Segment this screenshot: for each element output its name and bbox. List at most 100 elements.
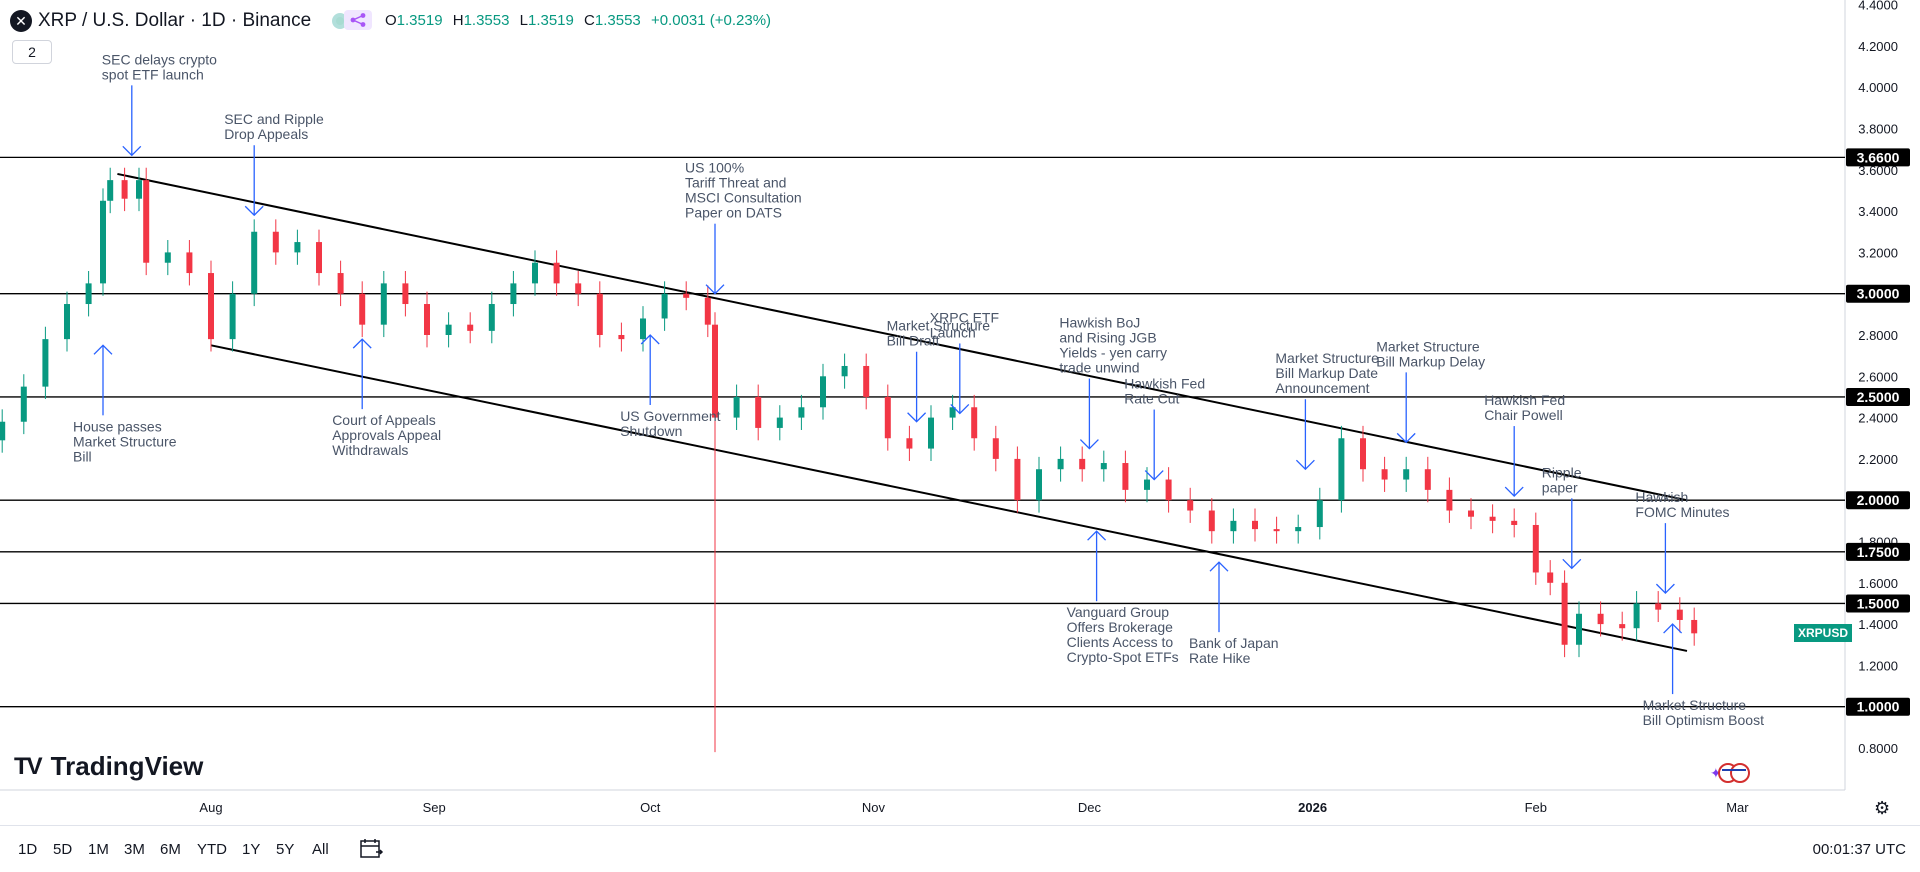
x-tick-label: Sep <box>423 800 446 815</box>
annotation-arrowhead <box>93 344 113 355</box>
candle <box>532 262 538 284</box>
economic-events-icon[interactable]: ✦ <box>1710 762 1754 784</box>
range-1m-button[interactable]: 1M <box>88 841 109 858</box>
event-annotation: Bank of Japan Rate Hike <box>1189 635 1279 666</box>
candle <box>136 180 142 199</box>
share-icon[interactable] <box>344 10 372 30</box>
candle <box>1230 520 1237 532</box>
x-tick-label: 2026 <box>1298 800 1327 815</box>
level-price-label: 1.7500 <box>1857 544 1900 560</box>
settings-gear-icon[interactable]: ⚙ <box>1874 798 1891 818</box>
event-annotation: SEC and Ripple Drop Appeals <box>224 111 324 142</box>
symbol-price-tag: XRPUSD <box>1794 624 1853 642</box>
level-price-label: 3.0000 <box>1857 286 1900 302</box>
candle <box>1187 500 1194 511</box>
level-price-label: 2.0000 <box>1857 492 1900 508</box>
y-tick-label: 1.2000 <box>1858 658 1898 673</box>
price-change: +0.0031 (+0.23%) <box>650 12 772 29</box>
range-1d-button[interactable]: 1D <box>18 841 38 858</box>
tradingview-logo[interactable]: TV TradingView <box>14 751 203 782</box>
range-5d-button[interactable]: 5D <box>53 841 73 858</box>
candle <box>618 335 625 340</box>
annotation-arrowhead <box>1295 459 1315 471</box>
candle <box>100 200 106 284</box>
event-annotation: Vanguard Group Offers Brokerage Clients Ac… <box>1067 604 1179 665</box>
event-annotation: Market Structure Bill Draft <box>887 318 991 349</box>
event-annotation: Hawkish Fed Rate Cut <box>1124 376 1205 407</box>
candle <box>1208 510 1215 532</box>
tradingview-name: TradingView <box>50 751 204 781</box>
candle <box>884 396 891 439</box>
annotation-arrowhead <box>352 338 372 349</box>
annotation-arrowhead <box>950 404 970 415</box>
range-3m-button[interactable]: 3M <box>124 841 145 858</box>
candle <box>294 242 301 253</box>
y-tick-label: 4.2000 <box>1858 39 1898 54</box>
annotation-arrowhead <box>1209 561 1229 572</box>
range-ytd-button[interactable]: YTD <box>197 841 227 858</box>
candle <box>1511 520 1518 525</box>
candle <box>1144 479 1150 490</box>
level-price-box <box>1846 491 1910 510</box>
candle <box>640 318 646 340</box>
x-tick-label: Feb <box>1525 800 1547 815</box>
ohlc-close-label: C <box>584 12 595 29</box>
date-range-calendar-icon[interactable] <box>360 838 384 865</box>
candle <box>359 293 366 325</box>
event-annotation: Market Structure Bill Markup Date Announce… <box>1275 350 1379 396</box>
y-tick-label: 2.8000 <box>1858 328 1898 343</box>
event-annotation: Hawkish BoJ and Rising JGB Yields - yen ca… <box>1059 315 1167 376</box>
annotation-arrowhead <box>1655 583 1675 595</box>
candle <box>1468 510 1474 517</box>
utc-clock[interactable]: 00:01:37 UTC <box>1812 841 1906 858</box>
y-tick-label: 2.4000 <box>1858 411 1898 426</box>
candle <box>337 273 344 294</box>
candle <box>510 283 517 305</box>
annotation-arrowhead <box>1079 439 1099 450</box>
range-5y-button[interactable]: 5Y <box>276 841 295 858</box>
candle <box>467 324 474 331</box>
candle <box>20 386 27 422</box>
annotation-arrowhead <box>640 334 660 345</box>
candle <box>107 180 114 201</box>
indicators-count-button[interactable]: 2 <box>12 40 52 64</box>
level-price-box <box>1846 542 1910 561</box>
candle <box>1655 603 1662 610</box>
candle <box>121 180 128 199</box>
y-tick-label: 3.4000 <box>1858 204 1898 219</box>
candle <box>1295 527 1302 532</box>
candle <box>755 396 762 428</box>
candle <box>1252 520 1258 530</box>
candle <box>402 283 409 305</box>
ohlc-high-value: 1.3553 <box>463 12 510 29</box>
candle <box>776 417 783 428</box>
candle <box>445 324 452 335</box>
y-tick-label: 1.4000 <box>1858 617 1898 632</box>
candle <box>992 438 999 459</box>
event-annotation: Court of Appeals Approvals Appeal Withdraw… <box>332 412 441 458</box>
annotation-arrowhead <box>907 412 927 423</box>
candle <box>0 421 6 441</box>
event-annotation: Hawkish FOMC Minutes <box>1635 489 1729 520</box>
event-annotation: Market Structure Bill Optimism Boost <box>1643 697 1764 728</box>
range-all-button[interactable]: All <box>312 841 329 858</box>
event-annotation: Hawkish Fed Chair Powell <box>1484 392 1565 423</box>
candle <box>1597 613 1604 625</box>
bottom-toolbar: 1D 5D 1M 3M 6M YTD 1Y 5Y All 00:01:37 UT… <box>0 825 1920 872</box>
y-tick-label: 3.2000 <box>1858 245 1898 260</box>
candle <box>85 283 92 305</box>
candle <box>64 304 70 340</box>
candle <box>1676 609 1683 620</box>
candle <box>712 324 718 418</box>
x-close-icon[interactable]: ✕ <box>10 10 32 32</box>
candle <box>596 293 603 335</box>
candle <box>1619 624 1626 629</box>
candle <box>863 365 870 397</box>
symbol-title[interactable]: XRP / U.S. Dollar · 1D · Binance <box>38 10 312 31</box>
channel-line-lower <box>210 344 1688 652</box>
candle <box>1165 479 1172 501</box>
range-1y-button[interactable]: 1Y <box>242 841 261 858</box>
level-price-box <box>1846 148 1910 167</box>
range-6m-button[interactable]: 6M <box>160 841 181 858</box>
